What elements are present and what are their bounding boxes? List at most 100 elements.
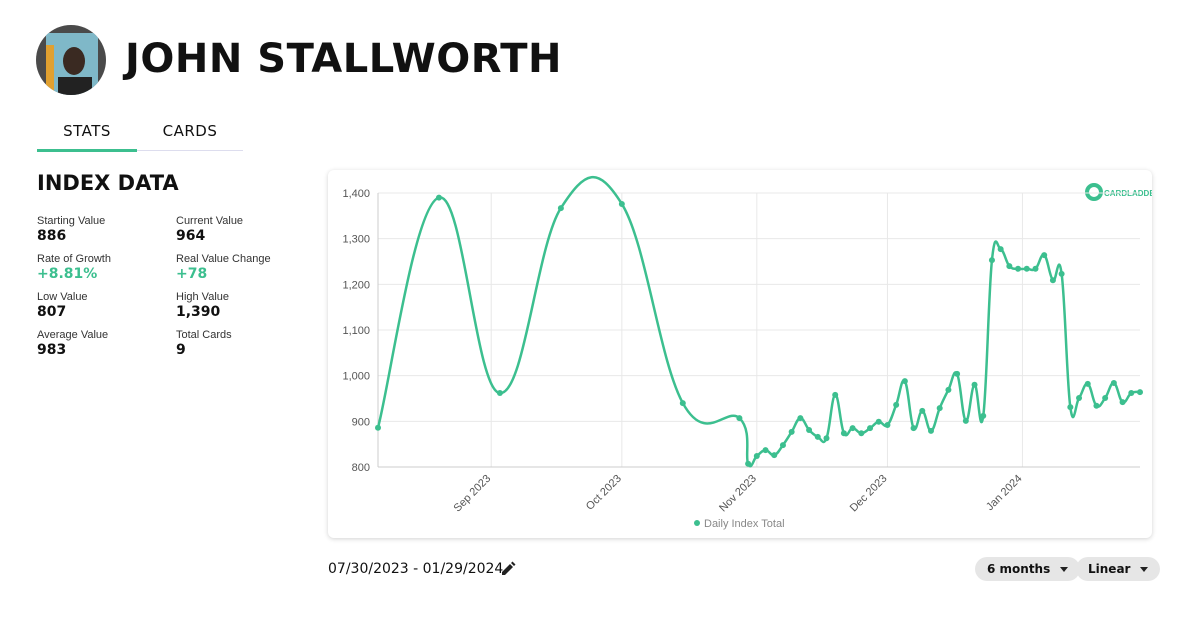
stat: High Value 1,390 <box>176 291 316 320</box>
point <box>679 400 686 407</box>
legend-label: Daily Index Total <box>704 518 785 530</box>
edit-icon[interactable] <box>500 561 516 577</box>
point <box>797 415 804 422</box>
tab-divider <box>37 150 243 151</box>
point <box>988 257 995 264</box>
point <box>1119 399 1126 406</box>
point <box>1137 389 1143 396</box>
logo: CARDLADDER <box>1085 183 1152 201</box>
legend-marker <box>694 520 700 526</box>
scale-select[interactable]: Linear <box>1076 557 1161 581</box>
point <box>779 442 786 449</box>
stat-value: 807 <box>37 304 67 320</box>
stat-value: 886 <box>37 228 67 244</box>
stat-label: Low Value <box>37 291 88 303</box>
line <box>376 175 1141 468</box>
point <box>884 421 891 428</box>
point <box>971 381 978 388</box>
section-title: INDEX DATA <box>37 171 179 195</box>
y-tick-label: 1,200 <box>342 279 370 291</box>
point <box>997 246 1004 253</box>
point <box>1076 395 1083 402</box>
y-tick-label: 800 <box>352 462 370 474</box>
point <box>557 205 564 212</box>
stat: Starting Value 886 <box>37 215 177 244</box>
point <box>927 427 934 434</box>
avatar <box>36 25 106 95</box>
point <box>618 200 625 207</box>
point <box>823 435 830 442</box>
point <box>375 424 381 431</box>
point <box>858 430 865 437</box>
point <box>1041 252 1048 259</box>
point <box>496 390 503 397</box>
x-tick-label: Jan 2024 <box>984 473 1024 513</box>
stat-label: Total Cards <box>176 329 232 341</box>
point <box>954 370 961 377</box>
point <box>435 194 442 201</box>
point <box>980 412 987 419</box>
stat-label: High Value <box>176 291 229 303</box>
stat-label: Starting Value <box>37 215 106 227</box>
stat: Real Value Change +78 <box>176 253 316 282</box>
point <box>806 427 813 434</box>
point <box>736 415 743 422</box>
y-tick-label: 1,100 <box>342 325 370 337</box>
tab[interactable]: CARDS <box>162 122 218 140</box>
stat-label: Rate of Growth <box>37 253 111 265</box>
point <box>936 405 943 412</box>
y-tick-label: 1,300 <box>342 234 370 246</box>
y-tick-label: 1,400 <box>342 188 370 200</box>
point <box>849 425 856 432</box>
tab[interactable]: STATS <box>63 122 111 140</box>
point <box>771 452 778 459</box>
point <box>1093 402 1100 409</box>
point <box>788 428 795 435</box>
point <box>901 378 908 385</box>
point <box>832 391 839 398</box>
point <box>1058 270 1065 277</box>
x-tick-label: Nov 2023 <box>717 473 759 515</box>
y-tick-label: 1,000 <box>342 371 370 383</box>
point <box>1110 379 1117 386</box>
point <box>1032 265 1039 272</box>
stat-label: Current Value <box>176 215 244 227</box>
player-name: JOHN STALLWORTH <box>125 36 562 82</box>
logo-mark <box>1085 183 1103 201</box>
point <box>753 453 760 460</box>
point <box>875 418 882 425</box>
stat-value: +78 <box>176 266 208 282</box>
point <box>745 460 752 467</box>
point <box>1128 390 1135 397</box>
x-tick-label: Dec 2023 <box>848 473 890 515</box>
stat-value: +8.81% <box>37 266 98 282</box>
stat: Low Value 807 <box>37 291 177 320</box>
stat-label: Average Value <box>37 329 109 341</box>
point <box>962 417 969 424</box>
x-tick-label: Sep 2023 <box>452 473 494 515</box>
stat-label: Real Value Change <box>176 253 271 265</box>
date-range[interactable]: 07/30/2023 - 01/29/2024 <box>328 561 504 577</box>
point <box>840 430 847 437</box>
stat-value: 9 <box>176 342 186 358</box>
point <box>945 386 952 393</box>
stat: Rate of Growth +8.81% <box>37 253 177 282</box>
point <box>1102 395 1109 402</box>
stat: Total Cards 9 <box>176 329 316 358</box>
point <box>867 425 874 432</box>
point <box>1015 265 1022 272</box>
period-select[interactable]: 6 months <box>975 557 1081 581</box>
point <box>1084 380 1091 387</box>
point <box>893 401 900 408</box>
stat-value: 1,390 <box>176 304 221 320</box>
point <box>1067 404 1074 411</box>
y-tick-label: 900 <box>352 416 370 428</box>
point <box>762 447 769 454</box>
chart-card <box>328 170 1152 538</box>
point <box>814 433 821 440</box>
stat: Average Value 983 <box>37 329 177 358</box>
tab-indicator <box>37 149 137 152</box>
point <box>1023 265 1030 272</box>
point <box>910 425 917 432</box>
